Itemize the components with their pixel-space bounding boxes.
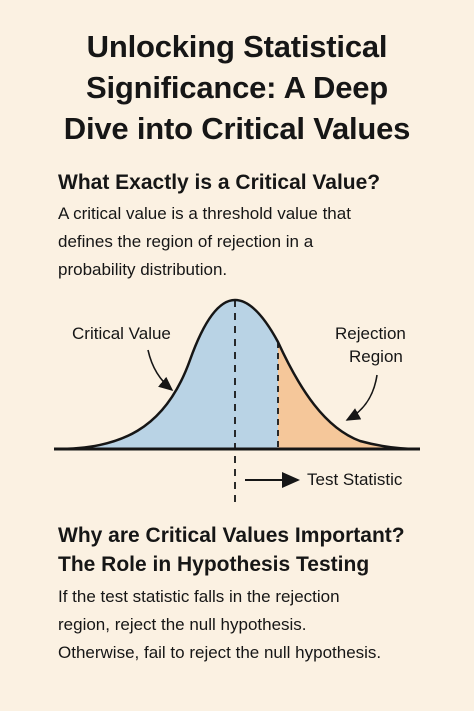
- section-heading-importance: Why are Critical Values Important? The R…: [58, 521, 458, 579]
- title-line-3: Dive into Critical Values: [63, 111, 411, 146]
- explanation-line-3: Otherwise, fail to reject the null hypot…: [58, 643, 382, 662]
- section-heading-critical-value: What Exactly is a Critical Value?: [58, 168, 458, 197]
- hypothesis-testing-explanation: If the test statistic falls in the rejec…: [58, 583, 458, 667]
- importance-heading-line-2: The Role in Hypothesis Testing: [58, 553, 370, 576]
- critical-value-pointer: [147, 349, 174, 392]
- rejection-region-label-line-2: Region: [349, 347, 403, 366]
- definition-line-3: probability distribution.: [58, 260, 228, 279]
- section-heading-text: What Exactly is a Critical Value?: [58, 171, 381, 194]
- page-title: Unlocking Statistical Significance: A De…: [0, 26, 474, 149]
- rejection-region-label-line-1: Rejection: [335, 324, 406, 343]
- explanation-line-1: If the test statistic falls in the rejec…: [58, 587, 340, 606]
- importance-heading-line-1: Why are Critical Values Important?: [58, 524, 405, 547]
- distribution-curve: [54, 298, 421, 451]
- title-line-2: Significance: A Deep: [85, 70, 389, 105]
- test-statistic-label: Test Statistic: [307, 470, 403, 489]
- rejection-region-fill: [278, 342, 420, 449]
- distribution-diagram: Critical Value Rejection Region Test Sta…: [54, 298, 421, 505]
- title-line-1: Unlocking Statistical: [86, 29, 388, 64]
- critical-value-label: Critical Value: [72, 324, 171, 343]
- definition-line-2: defines the region of rejection in a: [58, 232, 314, 251]
- definition-line-1: A critical value is a threshold value th…: [58, 204, 351, 223]
- curve-body-fill: [55, 300, 278, 449]
- critical-value-definition: A critical value is a threshold value th…: [58, 200, 458, 284]
- explanation-line-2: region, reject the null hypothesis.: [58, 615, 307, 634]
- rejection-region-pointer: [345, 374, 378, 421]
